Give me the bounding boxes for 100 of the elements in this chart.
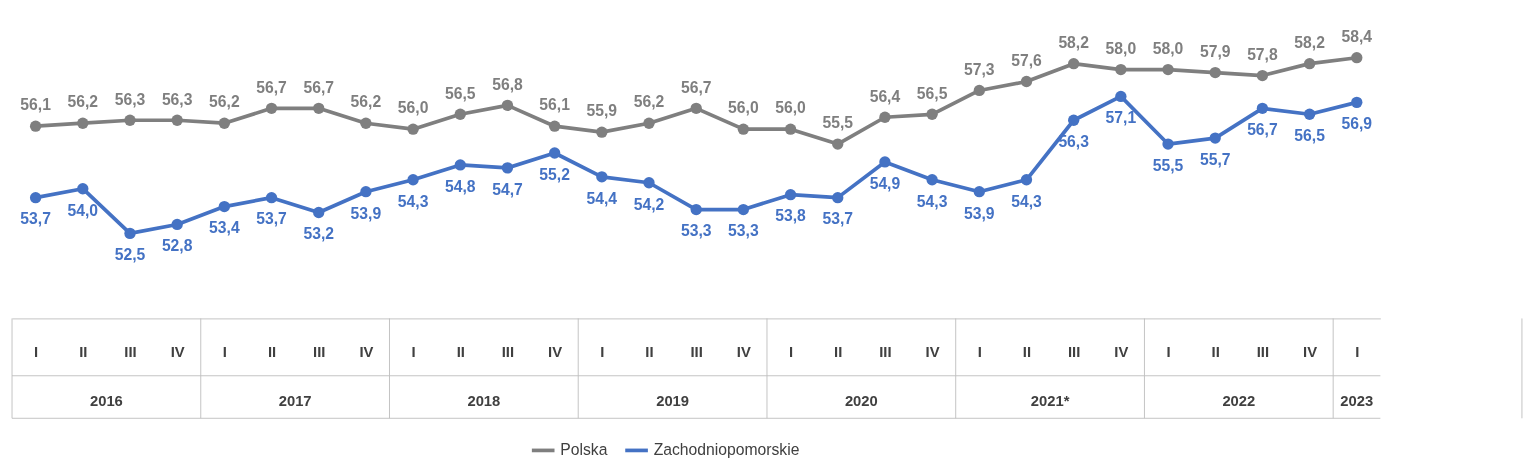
- point: [171, 114, 183, 126]
- point: [879, 111, 891, 123]
- point: [124, 227, 136, 240]
- x-tick-label: IV: [548, 343, 563, 360]
- data-label: 57,8: [1247, 45, 1278, 63]
- data-label: 57,3: [964, 60, 995, 78]
- point: [29, 120, 42, 132]
- point: [737, 203, 750, 216]
- data-label: 55,5: [822, 114, 854, 132]
- data-label: 56,7: [1247, 121, 1278, 139]
- data-label: 56,9: [1341, 115, 1373, 133]
- x-tick-label: I: [34, 343, 39, 360]
- data-label: 56,0: [775, 99, 807, 117]
- point: [596, 126, 608, 138]
- data-label: 54,8: [444, 177, 476, 195]
- x-tick-label: III: [1256, 343, 1270, 360]
- x-tick-label: III: [313, 343, 326, 360]
- data-label: 57,6: [1011, 51, 1043, 69]
- text: 2016: [89, 393, 123, 410]
- data-label: 54,0: [67, 201, 99, 219]
- x-tick-label: I: [1166, 343, 1171, 360]
- data-label: 56,5: [916, 84, 948, 102]
- data-label: 55,2: [539, 165, 571, 183]
- x-tick-label: I: [222, 343, 227, 360]
- point: [926, 174, 938, 186]
- point: [124, 114, 136, 126]
- data-label: 58,4: [1341, 27, 1373, 45]
- text: 2017: [278, 393, 312, 410]
- point: [454, 108, 466, 120]
- point: [926, 108, 938, 120]
- point: [1115, 63, 1127, 76]
- text: 2023: [1340, 393, 1374, 410]
- point: [171, 218, 183, 231]
- point: [454, 159, 466, 171]
- text: 2019: [656, 393, 690, 410]
- point: [407, 123, 419, 135]
- x-tick-label: II: [267, 343, 277, 360]
- point: [1209, 66, 1221, 79]
- point: [1162, 63, 1174, 76]
- data-label: 56,2: [633, 93, 665, 111]
- text: 2018: [467, 393, 501, 410]
- point: [1256, 102, 1269, 114]
- x-tick-label: I: [411, 343, 416, 360]
- data-label: 56,8: [492, 75, 523, 93]
- x-tick-label: IV: [1114, 343, 1129, 360]
- point: [501, 162, 514, 174]
- point: [548, 120, 561, 132]
- data-label: 57,9: [1199, 42, 1231, 60]
- x-tick-label: III: [501, 343, 515, 360]
- data-label: 55,9: [586, 102, 618, 120]
- data-label: 54,2: [633, 195, 665, 213]
- point: [1115, 90, 1127, 103]
- data-label: 56,2: [350, 93, 382, 111]
- x-tick-label: IV: [736, 343, 751, 360]
- x-tick-label: III: [124, 343, 137, 360]
- point: [313, 102, 325, 114]
- data-label: 56,2: [67, 93, 99, 111]
- data-label: 52,8: [161, 237, 193, 255]
- x-tick-label: I: [788, 343, 794, 360]
- data-label: 56,5: [444, 84, 476, 102]
- point: [643, 177, 655, 189]
- point: [596, 171, 608, 183]
- x-tick-label: III: [1067, 343, 1081, 360]
- data-label: 58,0: [1152, 39, 1184, 57]
- data-label: 58,2: [1058, 33, 1090, 51]
- data-label: 54,3: [1011, 192, 1043, 210]
- point: [360, 117, 372, 129]
- data-label: 53,9: [964, 204, 995, 222]
- data-label: 56,3: [114, 90, 146, 108]
- point: [265, 102, 278, 114]
- x-tick-label: IV: [925, 343, 940, 360]
- data-label: 56,7: [303, 78, 335, 96]
- point: [77, 117, 89, 129]
- data-label: 53,2: [303, 225, 335, 243]
- point: [973, 84, 985, 97]
- x-tick-label: II: [1022, 343, 1032, 360]
- data-label: 54,3: [916, 192, 948, 210]
- data-label: 56,0: [728, 99, 759, 117]
- x-tick-label: II: [645, 343, 654, 360]
- data-label: 58,2: [1294, 33, 1326, 51]
- data-label: 54,4: [586, 189, 618, 207]
- data-label: 56,7: [256, 78, 288, 96]
- point: [1068, 58, 1080, 70]
- data-label: 56,0: [397, 99, 429, 117]
- x-tick-label: IV: [1303, 343, 1318, 360]
- legend-label: Polska: [560, 441, 608, 459]
- x-tick-label: III: [690, 343, 703, 360]
- point: [265, 192, 278, 204]
- point: [218, 117, 231, 129]
- point: [501, 99, 514, 111]
- text: 2020: [844, 393, 878, 410]
- data-label: 52,5: [114, 246, 146, 264]
- data-label: 53,3: [728, 222, 759, 240]
- x-tick-label: I: [1355, 343, 1360, 360]
- point: [1020, 75, 1033, 88]
- data-label: 53,7: [822, 210, 854, 228]
- point: [1351, 52, 1363, 64]
- data-label: 56,5: [1294, 127, 1326, 145]
- point: [407, 174, 419, 186]
- data-label: 55,5: [1152, 156, 1184, 174]
